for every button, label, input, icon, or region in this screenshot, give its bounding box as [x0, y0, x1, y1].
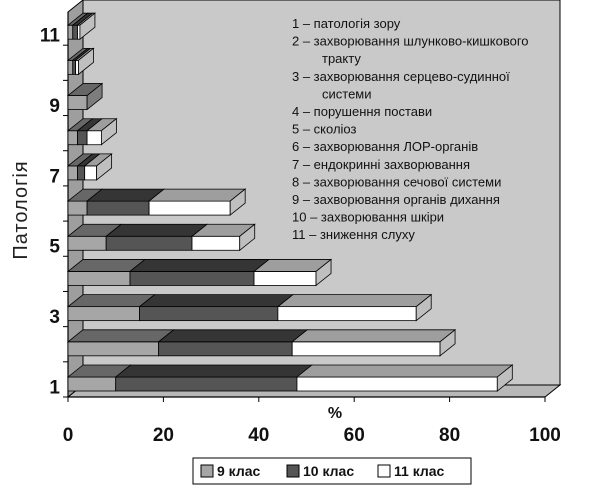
bar-top-cat3-s3 — [276, 294, 433, 308]
annotation-line: 6 – захворювання ЛОР-органів — [292, 139, 478, 154]
annotation-line: системи — [322, 86, 372, 101]
y-tick-label: 7 — [49, 166, 60, 187]
bar-segment-cat5-s3 — [191, 235, 241, 251]
x-tick-label: 0 — [63, 425, 74, 446]
bar-segment-cat2-s1 — [67, 341, 160, 357]
bar-segment-cat4-s1 — [67, 271, 131, 286]
legend-swatch-2 — [286, 464, 300, 478]
x-tick-label: 80 — [439, 425, 460, 446]
annotation-line: 10 – захворювання шкіри — [292, 210, 444, 225]
annotation-line: 1 – патологія зору — [292, 16, 401, 31]
bar-segment-cat1-s2 — [115, 376, 298, 392]
bar-side-cat10 — [78, 47, 94, 76]
bar-top-cat3-s2 — [138, 294, 295, 308]
y-tick-label: 9 — [49, 96, 60, 117]
x-tick-label: 40 — [248, 425, 269, 446]
bar-side-cat3 — [415, 293, 432, 322]
bar-segment-cat11-s2 — [72, 24, 78, 40]
bar-segment-cat9-s1 — [67, 95, 88, 110]
bar-side-cat5 — [239, 223, 256, 252]
bar-segment-cat10-s3 — [75, 59, 79, 75]
bar-side-cat6 — [229, 188, 246, 216]
bar-segment-cat5-s2 — [105, 235, 193, 251]
bar-top-cat2-s2 — [157, 329, 309, 343]
bar-segment-cat4-s2 — [129, 271, 255, 286]
x-tick-label: 100 — [529, 425, 561, 446]
bar-side-cat4 — [315, 258, 332, 287]
bar-segment-cat1-s1 — [67, 376, 117, 392]
legend-label-2: 10 клас — [303, 463, 354, 479]
bar-segment-cat8-s3 — [86, 130, 102, 146]
legend-swatch-3 — [377, 464, 391, 478]
bar-segment-cat3-s2 — [139, 306, 279, 322]
x-axis-title: % — [328, 405, 342, 422]
x-tick-label: 20 — [153, 425, 174, 446]
bar-segment-cat5-s1 — [67, 235, 107, 251]
x-tick-label: 60 — [344, 425, 365, 446]
legend-label-1: 9 клас — [217, 463, 261, 479]
y-axis-title: Патологія — [10, 160, 32, 259]
bar-segment-cat7-s3 — [84, 165, 98, 181]
bar-side-cat1 — [496, 364, 513, 392]
annotation-line: 5 – сколіоз — [292, 122, 357, 137]
bar-segment-cat11-s1 — [67, 24, 74, 40]
bar-top-cat6-s3 — [147, 188, 247, 202]
bar-segment-cat2-s3 — [291, 341, 441, 357]
bar-side-cat2 — [439, 328, 456, 357]
bar-top-cat1-s2 — [114, 364, 314, 378]
annotation-line: 7 – ендокринні захворювання — [292, 157, 470, 172]
bar-side-cat9 — [86, 82, 103, 111]
bar-top-cat5-s2 — [105, 223, 209, 237]
bar-segment-cat8-s2 — [77, 130, 88, 146]
annotation-line: 8 – захворювання сечової системи — [292, 174, 501, 189]
bar-segment-cat6-s2 — [86, 200, 150, 216]
bar-segment-cat10-s1 — [67, 59, 74, 75]
y-tick-label: 3 — [49, 307, 60, 328]
bar-side-cat8 — [100, 117, 117, 146]
bar-segment-cat6-s1 — [67, 200, 88, 216]
legend-swatch-1 — [200, 464, 214, 478]
bar-segment-cat1-s3 — [296, 376, 498, 392]
legend-label-3: 11 клас — [394, 463, 445, 479]
bar-top-cat2-s3 — [291, 329, 457, 343]
bar-top-cat1-s3 — [295, 364, 514, 378]
bar-top-cat4-s2 — [128, 259, 271, 272]
annotation-line: тракту — [322, 51, 361, 66]
bar-segment-cat6-s3 — [148, 200, 231, 216]
annotation-line: 9 – захворювання органів дихання — [292, 192, 500, 207]
bar-segment-cat8-s1 — [67, 130, 78, 146]
legend-box — [192, 457, 472, 485]
annotation-line: 3 – захворювання серцево-судинної — [292, 69, 510, 84]
bar-segment-cat3-s3 — [277, 306, 417, 322]
bar-segment-cat4-s3 — [253, 271, 317, 286]
y-tick-label: 11 — [40, 26, 61, 47]
annotation-line: 4 – порушення постави — [292, 104, 432, 119]
bar-side-cat11 — [79, 12, 96, 41]
y-tick-label: 1 — [49, 377, 60, 398]
y-tick-label: 5 — [49, 237, 60, 258]
bar-segment-cat2-s2 — [158, 341, 293, 357]
bar-segment-cat7-s1 — [67, 165, 78, 181]
bar-segment-cat10-s2 — [72, 59, 77, 75]
bar-segment-cat3-s1 — [67, 306, 140, 322]
bar-segment-cat7-s2 — [77, 165, 86, 181]
bar-side-cat7 — [96, 153, 113, 181]
bar-top-cat2-s1 — [66, 329, 175, 343]
annotation-line: 2 – захворювання шлунково-кишкового — [292, 34, 529, 49]
annotation-line: 11 – зниження слуху — [292, 227, 415, 242]
